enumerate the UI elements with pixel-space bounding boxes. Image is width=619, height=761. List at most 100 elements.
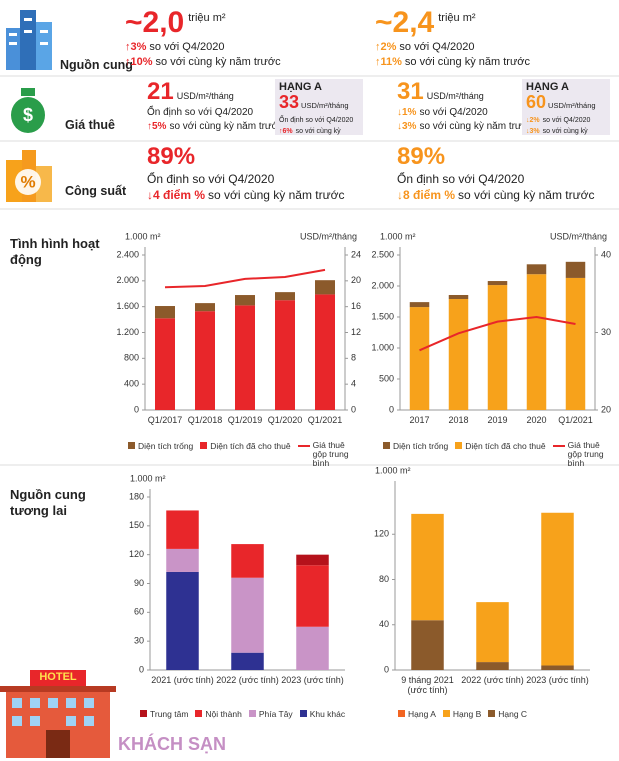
- stat-text: so với Q4/2020: [149, 41, 225, 53]
- stat-head: 21 USD/m²/tháng: [147, 78, 283, 106]
- bar: [565, 261, 586, 278]
- stat-block: ~2,4 triệu m² ↑2% so với Q4/2020 ↑11% so với …: [375, 6, 530, 70]
- stat-change: ↑6%: [279, 128, 293, 135]
- y-tick-label: 1.500: [371, 311, 394, 321]
- stat-value: 89%: [147, 143, 196, 170]
- svg-text:$: $: [23, 105, 33, 125]
- y2-tick-label: 0: [351, 404, 356, 414]
- x-tick-label: 2017: [409, 415, 430, 425]
- legend-item: Giá thuê gộp trung bình: [552, 440, 615, 468]
- stat-block: 89% Ổn định so với Q4/2020 ↓8 điểm % so với…: [397, 143, 595, 203]
- stat-text: so với cùng kỳ năm trước: [169, 121, 284, 132]
- y-tick-label: 1.200: [116, 327, 139, 337]
- separators: [0, 75, 619, 466]
- legend-swatch: [442, 710, 450, 717]
- stat-line: ↑3% so với Q4/2020: [125, 40, 281, 55]
- x-tick-label: 2020: [526, 415, 547, 425]
- legend-item: Phía Tây: [248, 709, 293, 719]
- stat-text: so với cùng kỳ năm trước: [419, 121, 534, 132]
- stat-line: ↓2% so với Q4/2020: [526, 115, 606, 126]
- line: [419, 315, 576, 352]
- stat-line: Ổn định so với Q4/2020: [147, 171, 345, 187]
- stat-text: Ổn định so với Q4/2020: [397, 172, 525, 186]
- legend-label: Giá thuê gộp trung bình: [567, 440, 604, 468]
- legend-swatch: [398, 710, 405, 717]
- y-tick-label: 2.400: [116, 249, 139, 259]
- bar: [315, 294, 335, 410]
- section-title: Nguồn cung tương lai: [10, 487, 86, 518]
- y-tick-label: 2.000: [116, 275, 139, 285]
- stat-line: Ổn định so với Q4/2020: [397, 171, 595, 187]
- stat-head: ~2,0 triệu m²: [125, 6, 281, 40]
- grade-title: HẠNG A: [279, 81, 322, 93]
- x-tick-label: Q1/2021: [558, 415, 593, 425]
- legend-label: Phía Tây: [258, 709, 293, 719]
- y-axis-label: 1.000 m²: [130, 473, 166, 483]
- stat-change: ↓3%: [526, 128, 540, 135]
- y-tick-label: 400: [124, 379, 139, 389]
- chart: 1.000 m² 0 30 60 90 120 150 180: [129, 473, 345, 674]
- y-tick-label: 800: [124, 353, 139, 363]
- legend-item: Hạng B: [442, 709, 481, 719]
- stat-unit: USD/m²/tháng: [176, 91, 234, 101]
- stat-text: so với cùng kỳ: [295, 128, 341, 135]
- stat-text: so với Q4/2020: [399, 41, 475, 53]
- y2-tick-label: 30: [601, 327, 611, 337]
- stat-value: 31: [397, 78, 424, 105]
- legend-swatch: [128, 442, 135, 449]
- y-axis-label: 1.000 m²: [125, 231, 161, 241]
- stat-text: so với cùng kỳ: [542, 128, 588, 135]
- y-tick-label: 0: [389, 404, 394, 414]
- y-tick-label: 1.600: [116, 301, 139, 311]
- bar: [448, 299, 469, 410]
- y2-tick-label: 16: [351, 301, 361, 311]
- y2-axis-label: USD/m²/tháng: [300, 231, 357, 241]
- bar: [476, 602, 509, 663]
- bar: [166, 510, 199, 549]
- legend-item: Giá thuê gộp trung bình: [297, 440, 360, 468]
- legend-swatch: [455, 442, 463, 449]
- x-tick-label: Q1/2019: [227, 415, 263, 425]
- stat-text: Ổn định so với Q4/2020: [279, 117, 354, 124]
- stat-text: Ổn định so với Q4/2020: [147, 107, 254, 118]
- legend-label: Diện tích trống: [138, 441, 194, 451]
- bar: [296, 565, 329, 627]
- y-tick-label: 150: [129, 520, 144, 530]
- legend-label: Hạng A: [408, 709, 436, 719]
- bar: [565, 277, 586, 410]
- y-tick-label: 0: [384, 664, 389, 674]
- stat-text: so với cùng kỳ năm trước: [404, 56, 531, 68]
- svg-text:%: %: [20, 172, 35, 191]
- x-tick-label: 2018: [448, 415, 469, 425]
- legend-item: Diện tích trống: [383, 441, 448, 451]
- stat-line: ↓3% so với cùng kỳ năm trước: [397, 120, 533, 134]
- y-tick-label: 2.000: [371, 280, 394, 290]
- stat-value: ~2,4: [375, 6, 435, 39]
- legend-label: Diện tích đã cho thuê: [465, 441, 546, 451]
- bar: [166, 571, 199, 670]
- bar: [411, 620, 444, 670]
- grade-title: HẠNG A: [526, 81, 569, 93]
- x-tick-label: 2019: [487, 415, 508, 425]
- legend-label: Giá thuê gộp trung bình: [312, 440, 349, 468]
- stat-change: ↓8 điểm %: [397, 188, 456, 202]
- bar: [526, 274, 547, 410]
- bar: [487, 281, 508, 286]
- legend-item: Khu khác: [299, 709, 345, 719]
- y-tick-label: 30: [134, 636, 144, 646]
- stat-line: ↑2% so với Q4/2020: [375, 40, 530, 55]
- legend-swatch: [299, 710, 307, 717]
- legend-item: Diện tích đã cho thuê: [200, 441, 291, 451]
- stat-change: ↓4 điểm %: [147, 188, 206, 202]
- grade-value: 33: [279, 92, 300, 112]
- bar: [296, 626, 329, 670]
- legend-label: Diện tích trống: [393, 441, 449, 451]
- bar: [541, 512, 574, 666]
- hotel-icon: [0, 670, 116, 758]
- y-tick-label: 180: [129, 491, 144, 501]
- y2-tick-label: 24: [351, 249, 361, 259]
- stat-unit: USD/m²/tháng: [426, 91, 484, 101]
- stat-line: ↓1% so với Q4/2020: [397, 106, 533, 120]
- stat-block: ~2,0 triệu m² ↑3% so với Q4/2020 ↑10% so với …: [125, 6, 281, 70]
